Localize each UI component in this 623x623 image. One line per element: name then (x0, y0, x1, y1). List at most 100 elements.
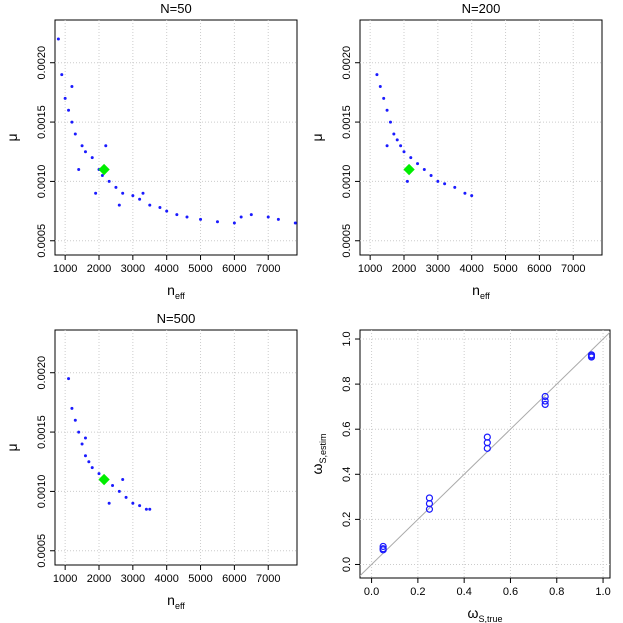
panel-title: N=500 (157, 311, 196, 326)
true-value (98, 473, 110, 486)
panel: 1000 2000 3000 4000 5000 6000 7000 0.0005 0.0010… (309, 1, 603, 301)
identity-line (360, 331, 610, 577)
y-tick-label: 0.6 (341, 422, 353, 437)
point (165, 209, 169, 213)
point (117, 489, 121, 493)
point (399, 144, 403, 148)
y-tick-label: 0.2 (341, 512, 353, 527)
y-tick-label: 0.0005 (341, 224, 353, 258)
y-tick-label: 0.0010 (341, 165, 353, 199)
point (83, 436, 87, 440)
point (144, 507, 148, 511)
point (63, 96, 67, 100)
x-tick-label: 7000 (561, 263, 585, 275)
x-axis-label-sub: S,true (478, 614, 502, 623)
y-axis-label-sub: S,estim (318, 434, 328, 464)
point (70, 84, 74, 88)
x-tick-label: 1000 (53, 573, 77, 585)
panel: 1000 2000 3000 4000 5000 6000 7000 0.0005 0.0010… (4, 311, 298, 611)
y-axis-label-main: μ (4, 133, 20, 141)
point (83, 150, 87, 154)
x-tick-label: 0.4 (457, 586, 472, 598)
y-tick-label: 0.0015 (36, 105, 48, 139)
x-tick-label: 6000 (222, 263, 246, 275)
point (104, 144, 108, 148)
point (100, 173, 104, 177)
y-tick-label: 0.0020 (341, 46, 353, 80)
point (385, 144, 389, 148)
point (416, 162, 420, 166)
x-tick-label: 4000 (154, 263, 178, 275)
x-tick-label: 2000 (392, 263, 416, 275)
y-tick-label: 0.0005 (36, 534, 48, 568)
point (175, 213, 179, 217)
y-tick-label: 0.0010 (36, 165, 48, 199)
x-tick-label: 3000 (426, 263, 450, 275)
point (541, 392, 549, 401)
point (443, 182, 447, 186)
x-axis-label-main: ω (468, 605, 479, 621)
x-tick-label: 1000 (358, 263, 382, 275)
point (453, 185, 457, 189)
point (395, 138, 399, 142)
x-tick-label: 5000 (188, 263, 212, 275)
points (67, 377, 152, 511)
panel-title: N=50 (160, 1, 191, 16)
true-value (403, 163, 415, 176)
x-tick-label: 3000 (121, 263, 145, 275)
point (185, 215, 189, 219)
point (73, 132, 77, 136)
point (131, 194, 135, 198)
point (587, 351, 596, 359)
y-axis-label: μ (309, 133, 325, 141)
point (388, 120, 392, 124)
point (94, 191, 98, 195)
x-tick-label: 0.8 (549, 586, 564, 598)
y-tick-label: 0.0010 (36, 475, 48, 509)
point (60, 73, 64, 77)
x-axis-label-sub: eff (480, 291, 490, 301)
panel: 1000 2000 3000 4000 5000 6000 7000 0.0005 0.0010… (4, 1, 298, 301)
x-tick-label: 0.6 (503, 586, 518, 598)
x-axis-label-main: n (167, 592, 175, 608)
point (276, 217, 280, 221)
point (121, 191, 125, 195)
x-axis-label: neff (167, 282, 185, 301)
points (360, 331, 610, 577)
point (402, 150, 406, 154)
point (138, 504, 142, 508)
point (385, 108, 389, 112)
x-axis-label-main: n (472, 282, 480, 298)
true-value (98, 163, 110, 176)
point (114, 185, 118, 189)
plot-frame (359, 19, 603, 256)
panel-title: N=200 (462, 1, 501, 16)
y-axis-label: μ (4, 133, 20, 141)
point (158, 206, 162, 210)
x-axis-label: ωS,true (468, 605, 503, 623)
x-tick-label: 5000 (493, 263, 517, 275)
x-tick-label: 6000 (222, 573, 246, 585)
point (409, 156, 413, 160)
point (382, 96, 386, 100)
y-tick-label: 0.0015 (36, 415, 48, 449)
point (483, 433, 491, 441)
point (124, 495, 128, 499)
x-axis-label-main: n (167, 282, 175, 298)
point (541, 397, 549, 405)
x-axis-label-sub: eff (175, 291, 185, 301)
point (148, 203, 152, 207)
point (90, 156, 94, 160)
point (80, 144, 84, 148)
point (422, 168, 426, 172)
plot-frame (359, 329, 611, 579)
point (436, 179, 440, 183)
x-tick-label: 7000 (256, 263, 280, 275)
point (107, 179, 111, 183)
point (232, 221, 236, 225)
point (463, 191, 467, 195)
point (80, 442, 84, 446)
point (379, 545, 387, 553)
y-tick-label: 0.0005 (36, 224, 48, 258)
